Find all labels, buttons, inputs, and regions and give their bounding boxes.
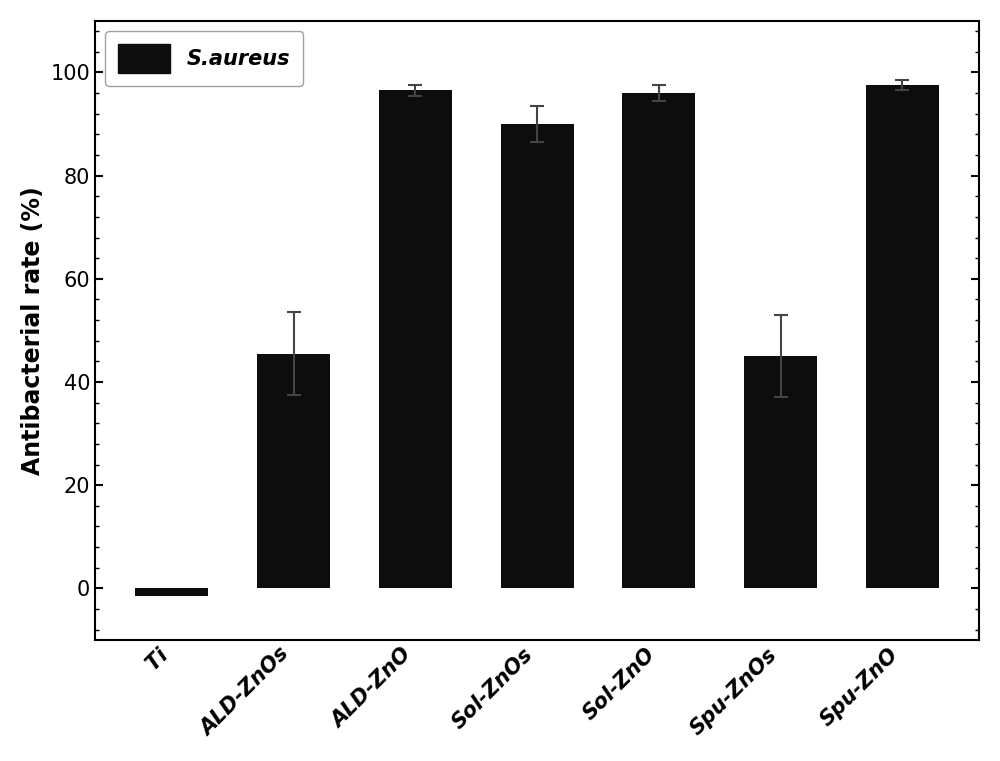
Legend: S.aureus: S.aureus <box>105 31 303 86</box>
Bar <box>257 354 330 588</box>
Bar <box>135 588 208 596</box>
Y-axis label: Antibacterial rate (%): Antibacterial rate (%) <box>21 186 45 475</box>
Bar <box>501 124 574 588</box>
Bar <box>866 85 939 588</box>
Bar <box>379 91 452 588</box>
Bar <box>744 356 817 588</box>
Bar <box>622 93 695 588</box>
